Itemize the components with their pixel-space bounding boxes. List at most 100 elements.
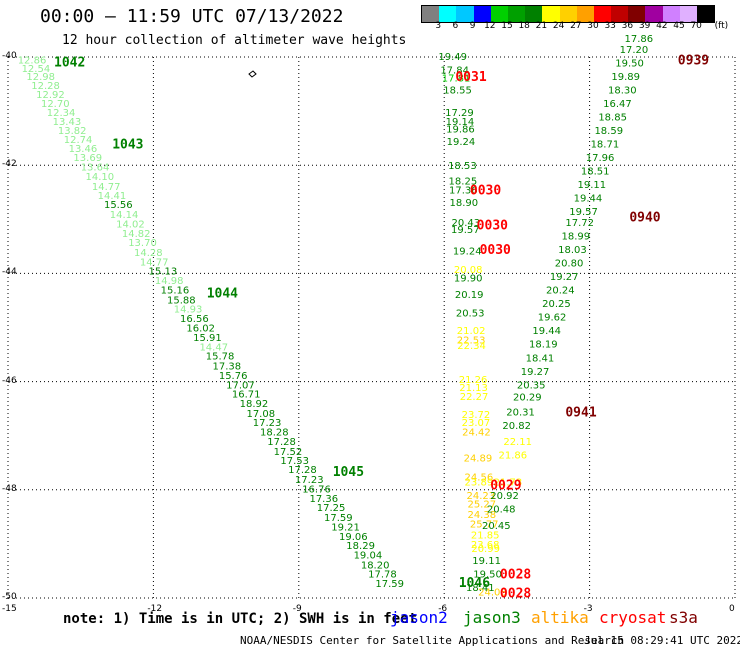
legend-label: 42 bbox=[656, 21, 668, 31]
wave-height-value: 17.28 bbox=[288, 465, 317, 476]
wave-height-value: 24.89 bbox=[464, 453, 493, 464]
wave-height-value: 16.71 bbox=[232, 390, 261, 401]
wave-height-value: 19.21 bbox=[331, 523, 360, 534]
longitude-tick-label: -12 bbox=[147, 604, 163, 614]
wave-height-value: 17.53 bbox=[280, 456, 309, 467]
wave-height-value: 17.20 bbox=[620, 45, 649, 56]
wave-height-value: 20.19 bbox=[455, 290, 484, 301]
satellite-name: cryosat bbox=[599, 608, 667, 627]
legend-label: 9 bbox=[469, 21, 476, 31]
wave-height-value: 19.50 bbox=[473, 570, 502, 581]
wave-height-value: 19.57 bbox=[569, 207, 598, 218]
map-subtitle: 12 hour collection of altimeter wave hei… bbox=[62, 33, 407, 48]
wave-height-value: 19.14 bbox=[446, 117, 475, 128]
legend-label: 6 bbox=[452, 21, 459, 31]
wave-height-value: 17.36 bbox=[309, 494, 338, 505]
wave-height-value: 23.07 bbox=[462, 418, 491, 429]
wave-height-value: 18.25 bbox=[449, 176, 478, 187]
wave-height-value: 16.47 bbox=[603, 99, 632, 110]
wave-height-value: 12.70 bbox=[41, 99, 70, 110]
pass-number-label: 0029 bbox=[490, 478, 521, 493]
wave-height-value: 19.44 bbox=[532, 326, 561, 337]
wave-height-value: 22.53 bbox=[457, 335, 486, 346]
legend-swatch bbox=[422, 6, 440, 22]
wave-height-value: 18.55 bbox=[443, 85, 472, 96]
wave-height-value: 19.49 bbox=[438, 52, 467, 63]
wave-height-value: 14.41 bbox=[98, 191, 127, 202]
pass-number-label: 0028 bbox=[500, 568, 531, 583]
wave-height-value: 17.29 bbox=[445, 108, 474, 119]
wave-height-value: 12.28 bbox=[31, 81, 60, 92]
wave-height-value: 22.27 bbox=[460, 392, 489, 403]
wave-height-value: 20.48 bbox=[487, 505, 516, 516]
wave-height-value: 17.96 bbox=[586, 153, 615, 164]
longitude-tick-label: -6 bbox=[438, 604, 448, 614]
legend-label: 36 bbox=[621, 21, 634, 31]
wave-height-value: 16.02 bbox=[186, 324, 215, 335]
wave-height-value: 17.36 bbox=[449, 186, 478, 197]
wave-height-value: 24.23 bbox=[466, 491, 495, 502]
wave-height-value: 20.82 bbox=[502, 421, 531, 432]
wave-height-value: 17.08 bbox=[246, 409, 275, 420]
wave-height-value: 18.90 bbox=[450, 198, 479, 209]
wave-height-value: 22.34 bbox=[457, 341, 486, 352]
legend-swatch bbox=[525, 6, 543, 22]
legend-label: 24 bbox=[552, 21, 565, 31]
legend-label: 70 bbox=[690, 21, 702, 31]
wave-height-value: 18.99 bbox=[561, 232, 590, 243]
wave-height-value: 20.80 bbox=[555, 259, 584, 270]
wave-height-value: 18.41 bbox=[526, 353, 555, 364]
pass-number-label: 0030 bbox=[470, 184, 501, 199]
wave-height-value: 20.31 bbox=[506, 407, 535, 418]
wave-height-value: 21.85 bbox=[471, 531, 500, 542]
wave-height-points: 12.8612.5412.9812.2812.9212.7012.3413.43… bbox=[18, 34, 653, 598]
wave-height-value: 18.41 bbox=[466, 583, 495, 594]
wave-height-value: 24.56 bbox=[465, 472, 494, 483]
wave-height-value: 20.35 bbox=[517, 380, 546, 391]
wave-height-value: 18.29 bbox=[346, 541, 375, 552]
wave-height-value: 17.38 bbox=[213, 361, 242, 372]
wave-height-value: 14.93 bbox=[174, 305, 203, 316]
legend-label: 15 bbox=[501, 21, 513, 31]
wave-height-value: 19.44 bbox=[574, 194, 603, 205]
legend-swatch bbox=[439, 6, 457, 22]
wave-height-value: 19.11 bbox=[472, 556, 501, 567]
generated-timestamp: Jul 15 08:29:41 UTC 2022 bbox=[584, 634, 740, 647]
wave-height-value: 14.77 bbox=[140, 257, 169, 268]
wave-height-value: 19.57 bbox=[451, 225, 480, 236]
legend-swatch bbox=[628, 6, 646, 22]
wave-height-value: 24.08 bbox=[478, 588, 507, 599]
pass-number-label: 0030 bbox=[477, 219, 508, 234]
legend-swatch bbox=[490, 6, 508, 22]
wave-height-value: 14.98 bbox=[155, 276, 184, 287]
wave-height-value: 17.23 bbox=[253, 418, 282, 429]
wave-height-value: 19.89 bbox=[611, 72, 640, 83]
wave-height-value: 18.28 bbox=[260, 427, 289, 438]
pass-labels: 1042 1043 1044 1045 1046 0031 0030 0030 0030 0029… bbox=[54, 54, 709, 602]
pass-number-label: 0031 bbox=[455, 70, 486, 85]
legend-swatch bbox=[645, 6, 663, 22]
legend-label: 21 bbox=[535, 21, 548, 31]
wave-height-value: 20.24 bbox=[546, 286, 575, 297]
wave-height-value: 17.84 bbox=[440, 65, 469, 76]
satellite-name: s3a bbox=[669, 608, 698, 627]
pass-number-label: 1044 bbox=[207, 286, 238, 301]
wave-height-value: 12.74 bbox=[64, 135, 93, 146]
wave-height-value: 19.24 bbox=[447, 137, 476, 148]
wave-height-value: 23.89 bbox=[465, 478, 494, 489]
wave-height-value: 17.28 bbox=[267, 437, 296, 448]
legend-swatch bbox=[593, 6, 612, 22]
legend-swatch bbox=[679, 6, 697, 22]
wave-height-value: 15.16 bbox=[161, 286, 190, 297]
wave-height-value: 19.24 bbox=[453, 247, 482, 258]
wave-height-value: 18.85 bbox=[598, 113, 627, 124]
wave-height-value: 20.08 bbox=[454, 265, 483, 276]
wave-height-value: 18.59 bbox=[594, 126, 623, 137]
wave-height-value: 18.30 bbox=[608, 85, 637, 96]
wave-height-value: 14.10 bbox=[86, 172, 115, 183]
wave-height-value: 23.72 bbox=[462, 410, 491, 421]
wave-height-value: 17.86 bbox=[624, 34, 653, 45]
wave-height-value: 17.59 bbox=[375, 579, 404, 590]
wave-height-value: 15.91 bbox=[193, 333, 222, 344]
